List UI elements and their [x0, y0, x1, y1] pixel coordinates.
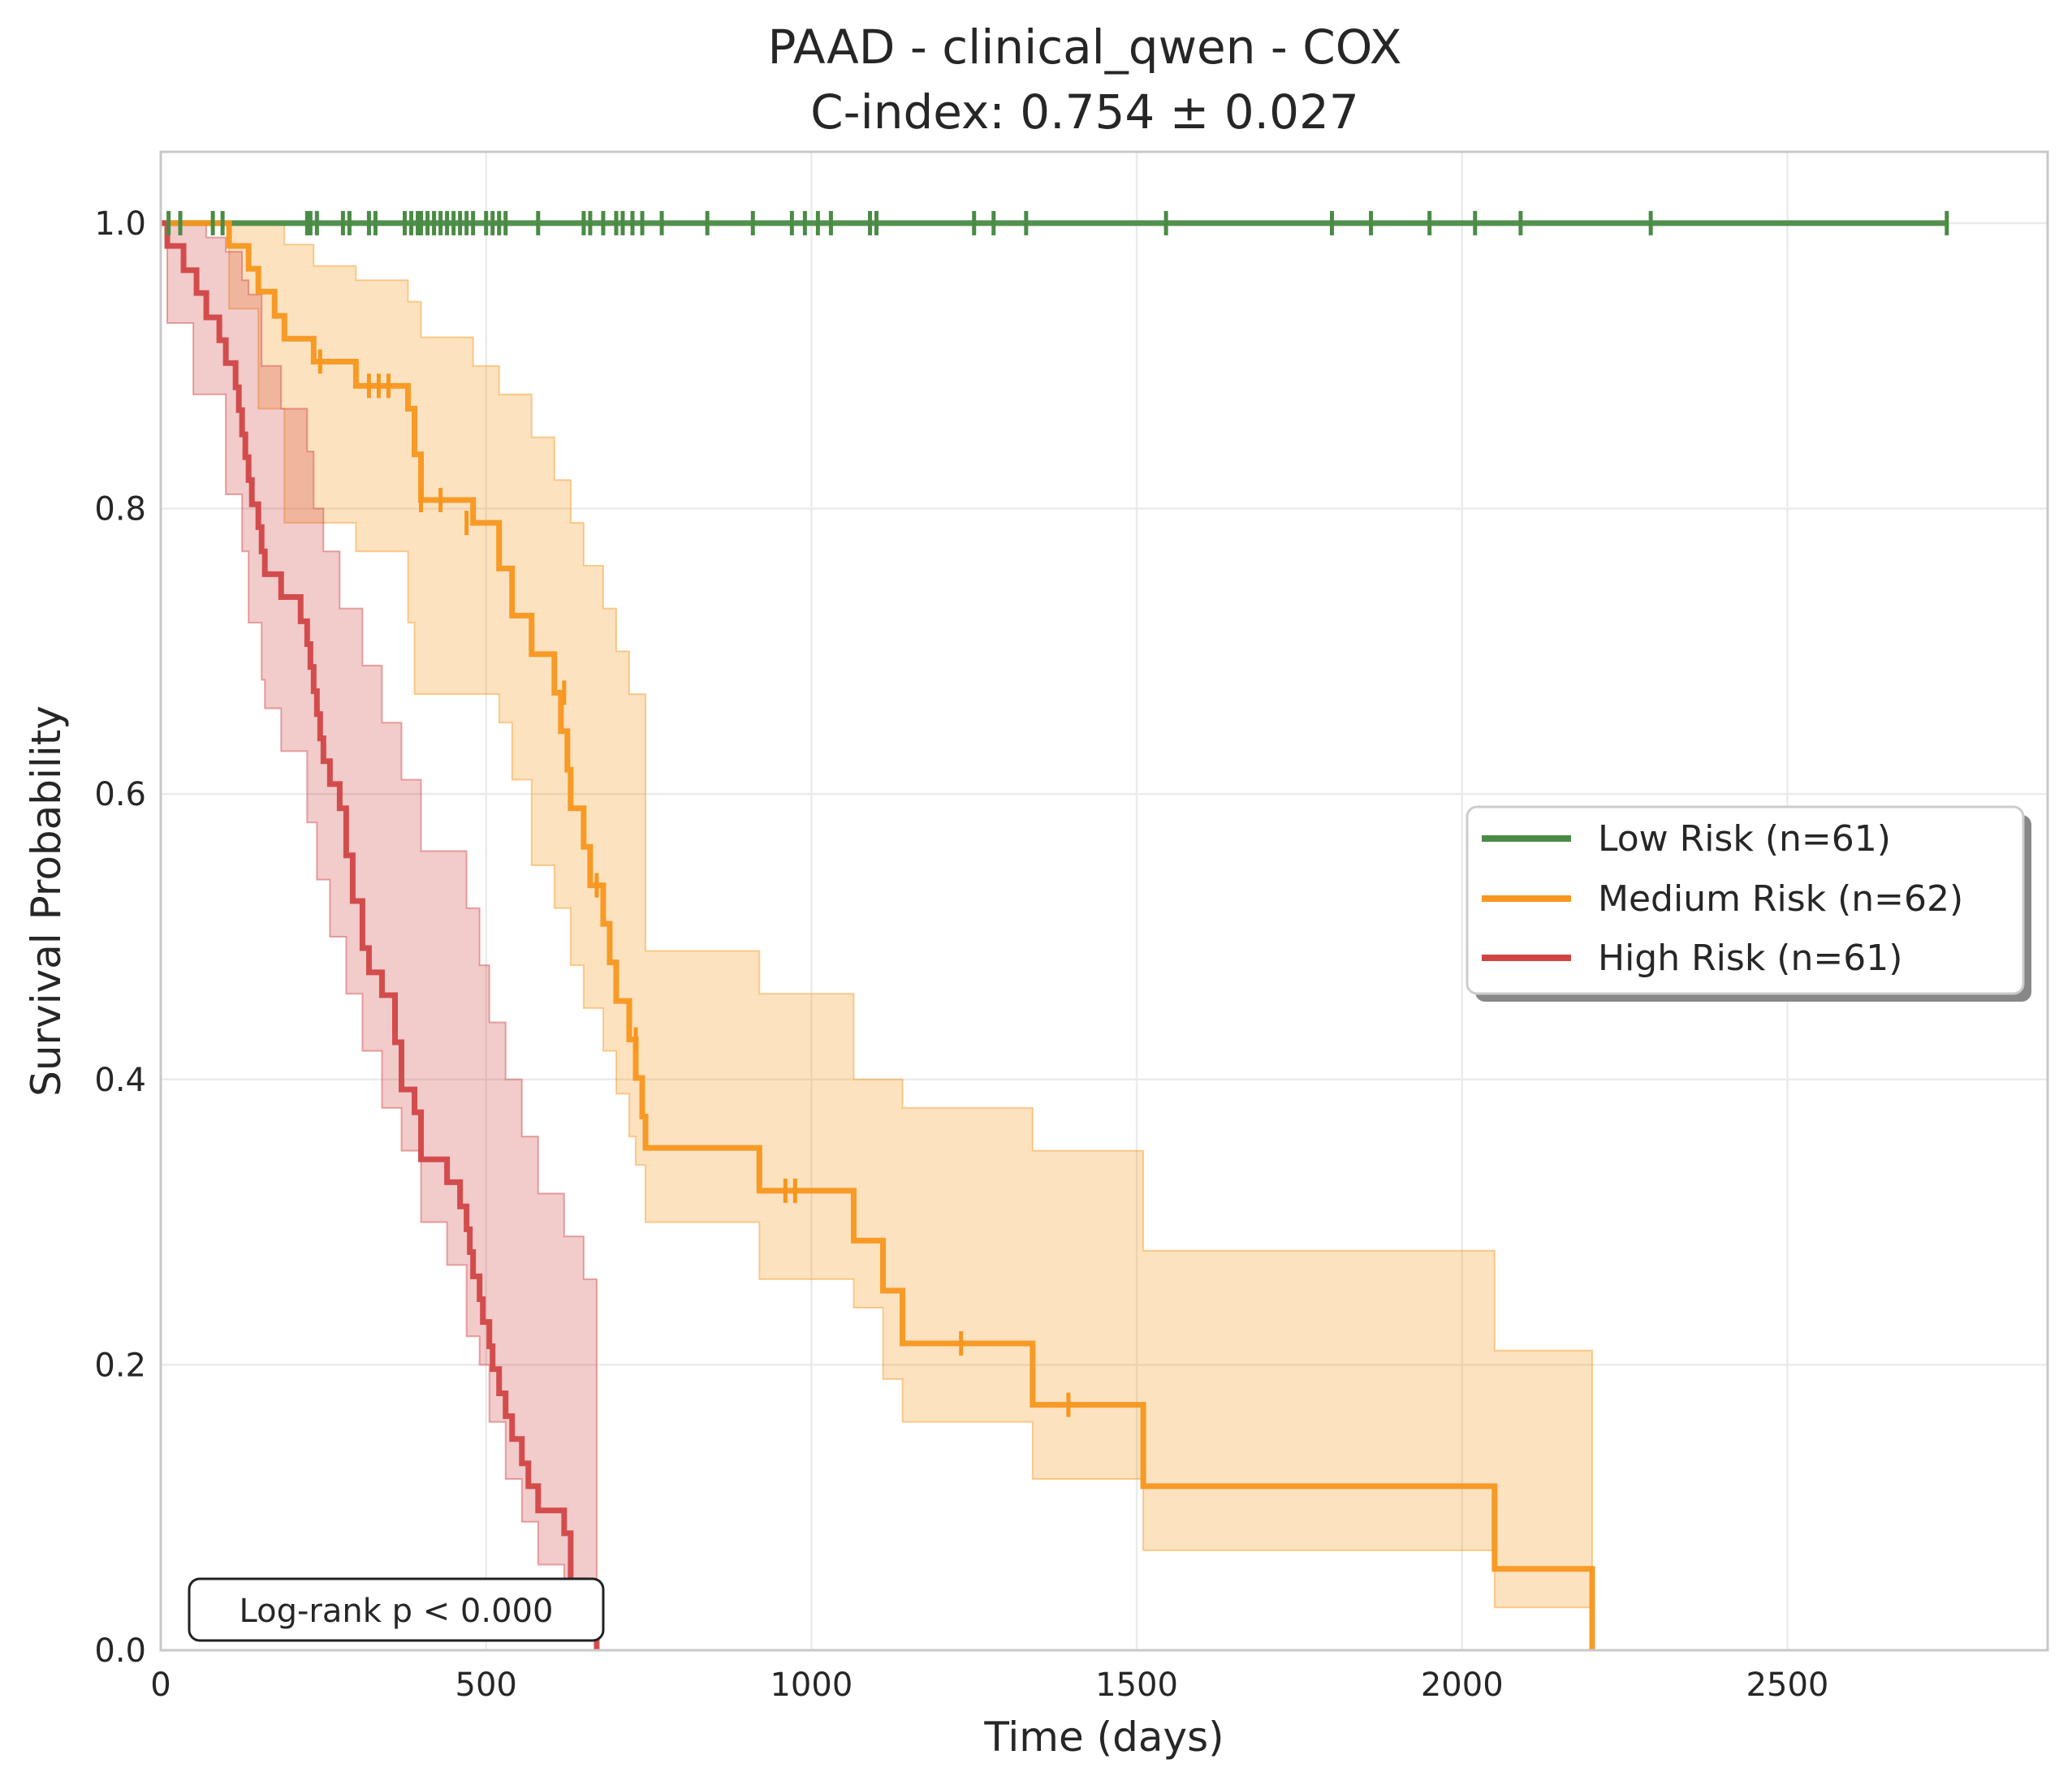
x-tick-label: 1000	[770, 1666, 853, 1704]
ci-band-medium	[161, 222, 1594, 1609]
y-tick-label: 0.4	[94, 1062, 146, 1099]
x-tick-label: 500	[455, 1666, 517, 1704]
x-tick-label: 2000	[1421, 1666, 1504, 1704]
y-axis-ticks: 0.0 0.2 0.4 0.6 0.8 1.0	[94, 205, 146, 1670]
chart-subtitle: C-index: 0.754 ± 0.027	[810, 84, 1359, 140]
censor-marks	[166, 210, 1949, 1417]
annotation-text: Log-rank p < 0.000	[240, 1593, 554, 1630]
logrank-annotation: Log-rank p < 0.000	[188, 1577, 605, 1642]
y-tick-label: 0.0	[94, 1632, 146, 1670]
chart-title: PAAD - clinical_qwen - COX	[768, 19, 1402, 75]
plot-frame	[159, 150, 2049, 1652]
survival-line-medium	[161, 220, 1595, 1650]
legend-box	[1466, 805, 2025, 995]
y-tick-label: 0.6	[94, 776, 146, 813]
grid-lines	[159, 152, 2048, 1652]
legend-label-high: High Risk (n=61)	[1598, 938, 1902, 979]
y-tick-label: 0.2	[94, 1347, 146, 1384]
x-tick-label: 0	[150, 1666, 171, 1704]
y-axis-label: Survival Probability	[23, 705, 70, 1097]
x-tick-label: 2500	[1746, 1666, 1829, 1704]
legend-label-medium: Medium Risk (n=62)	[1598, 878, 1963, 920]
legend-label-low: Low Risk (n=61)	[1598, 818, 1891, 860]
annotation-box	[188, 1577, 605, 1642]
legend: Low Risk (n=61) Medium Risk (n=62) High …	[1466, 805, 2031, 1002]
y-tick-label: 1.0	[94, 205, 146, 243]
y-tick-label: 0.8	[94, 491, 146, 528]
x-axis-label: Time (days)	[983, 1714, 1224, 1761]
x-axis-ticks: 0 500 1000 1500 2000 2500	[150, 1666, 1828, 1704]
survival-line-high	[161, 220, 600, 1650]
x-tick-label: 1500	[1095, 1666, 1178, 1704]
